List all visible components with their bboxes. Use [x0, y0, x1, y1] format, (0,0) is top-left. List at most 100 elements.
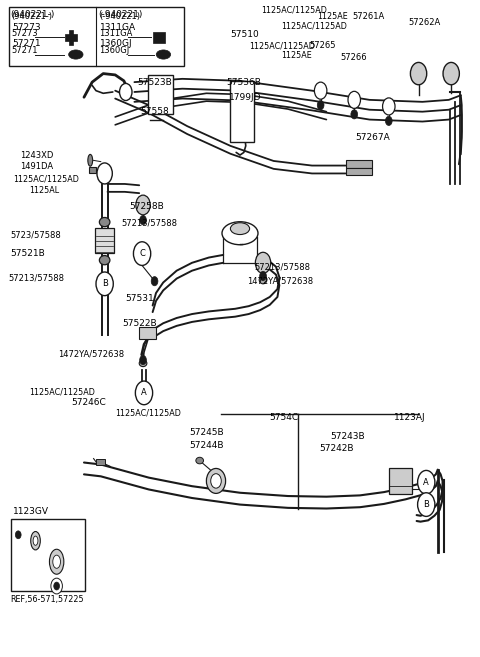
Text: REF,56-571,57225: REF,56-571,57225 [11, 595, 84, 604]
Circle shape [314, 82, 327, 99]
Ellipse shape [222, 222, 258, 245]
Text: A: A [423, 478, 429, 487]
Text: 57267A: 57267A [355, 133, 390, 143]
Text: 1125AC/1125AD: 1125AC/1125AD [115, 409, 181, 418]
Text: 57213/57588: 57213/57588 [121, 219, 177, 228]
Text: 57262A: 57262A [408, 18, 440, 28]
Text: 57271: 57271 [12, 46, 38, 55]
Text: 1125AC/1125AD: 1125AC/1125AD [250, 41, 315, 51]
Ellipse shape [53, 555, 60, 568]
Text: (940221-): (940221-) [12, 12, 52, 21]
Ellipse shape [139, 360, 147, 367]
Bar [11, 519, 85, 591]
Text: 5754C: 5754C [269, 413, 298, 422]
Circle shape [317, 101, 324, 110]
Text: 57244B: 57244B [190, 441, 224, 450]
Text: 1125AC/1125AD: 1125AC/1125AD [281, 22, 347, 31]
Bar [346, 160, 372, 168]
Text: 57521B: 57521B [11, 249, 45, 258]
Text: 57522B: 57522B [122, 319, 157, 328]
Bar [230, 81, 254, 142]
Circle shape [15, 531, 21, 539]
Circle shape [443, 62, 459, 85]
Circle shape [255, 252, 271, 273]
Circle shape [260, 271, 266, 281]
Circle shape [97, 163, 112, 184]
Text: 57266: 57266 [341, 53, 367, 62]
Ellipse shape [49, 549, 64, 574]
Ellipse shape [206, 468, 226, 493]
Ellipse shape [99, 217, 110, 227]
Text: (-940221): (-940221) [99, 12, 140, 21]
Ellipse shape [31, 532, 40, 550]
Bar [65, 34, 77, 41]
Text: 57558: 57558 [140, 107, 169, 116]
Text: 1311GA: 1311GA [100, 23, 136, 32]
Text: 57273: 57273 [12, 23, 41, 32]
Text: 57242B: 57242B [319, 443, 354, 453]
Circle shape [348, 91, 360, 108]
Text: 1125AC/1125AD: 1125AC/1125AD [13, 175, 79, 184]
Bar [9, 7, 184, 66]
Circle shape [418, 470, 435, 494]
Text: B: B [102, 279, 108, 288]
Circle shape [151, 277, 158, 286]
Text: 1125AL: 1125AL [29, 186, 59, 195]
Text: (-940221): (-940221) [98, 10, 143, 19]
Circle shape [135, 381, 153, 405]
Text: 57213/57588: 57213/57588 [9, 273, 65, 283]
Text: 1123GV: 1123GV [13, 507, 49, 516]
Text: (940221-): (940221-) [11, 10, 55, 19]
Text: 57213/57588: 57213/57588 [254, 263, 311, 272]
Bar [346, 168, 372, 175]
Circle shape [351, 110, 358, 119]
Text: 1360GJ: 1360GJ [100, 39, 132, 48]
Bar [389, 468, 412, 494]
Ellipse shape [69, 50, 83, 59]
Ellipse shape [88, 154, 93, 166]
Text: 57531: 57531 [126, 294, 155, 303]
Bar [89, 167, 96, 173]
Text: 57536B: 57536B [227, 78, 262, 87]
Circle shape [96, 272, 113, 296]
Circle shape [383, 98, 395, 115]
Text: 57265: 57265 [310, 41, 336, 51]
Circle shape [54, 582, 60, 590]
Text: 57258B: 57258B [130, 202, 164, 211]
Text: 1311GA: 1311GA [99, 29, 132, 38]
Ellipse shape [230, 223, 250, 235]
Text: 57246C: 57246C [71, 398, 106, 407]
Bar [95, 228, 114, 253]
Text: 57261A: 57261A [353, 12, 385, 21]
Circle shape [120, 83, 132, 101]
Text: 57510: 57510 [230, 30, 259, 39]
Text: C: C [139, 249, 145, 258]
Circle shape [410, 62, 427, 85]
Bar [139, 327, 156, 339]
Circle shape [51, 578, 62, 594]
Text: 1799JD: 1799JD [228, 93, 261, 102]
Circle shape [418, 493, 435, 516]
Text: 1125AE: 1125AE [281, 51, 312, 60]
Circle shape [385, 116, 392, 125]
Text: 57271: 57271 [12, 39, 41, 48]
Text: B: B [423, 500, 429, 509]
Ellipse shape [211, 474, 221, 488]
Text: 1360GJ: 1360GJ [99, 46, 130, 55]
Ellipse shape [196, 457, 204, 464]
Ellipse shape [33, 536, 38, 545]
Circle shape [140, 355, 146, 365]
Circle shape [133, 242, 151, 265]
Text: 1491DA: 1491DA [20, 162, 53, 171]
Text: 1123AJ: 1123AJ [394, 413, 425, 422]
Ellipse shape [156, 50, 171, 59]
Bar [69, 30, 73, 45]
Text: 57245B: 57245B [190, 428, 224, 437]
Bar [153, 32, 165, 43]
Bar [96, 459, 105, 465]
Ellipse shape [99, 256, 110, 265]
Circle shape [140, 215, 146, 225]
Ellipse shape [259, 276, 267, 284]
Text: 1125AE: 1125AE [317, 12, 348, 21]
Text: 57523B: 57523B [137, 78, 171, 87]
